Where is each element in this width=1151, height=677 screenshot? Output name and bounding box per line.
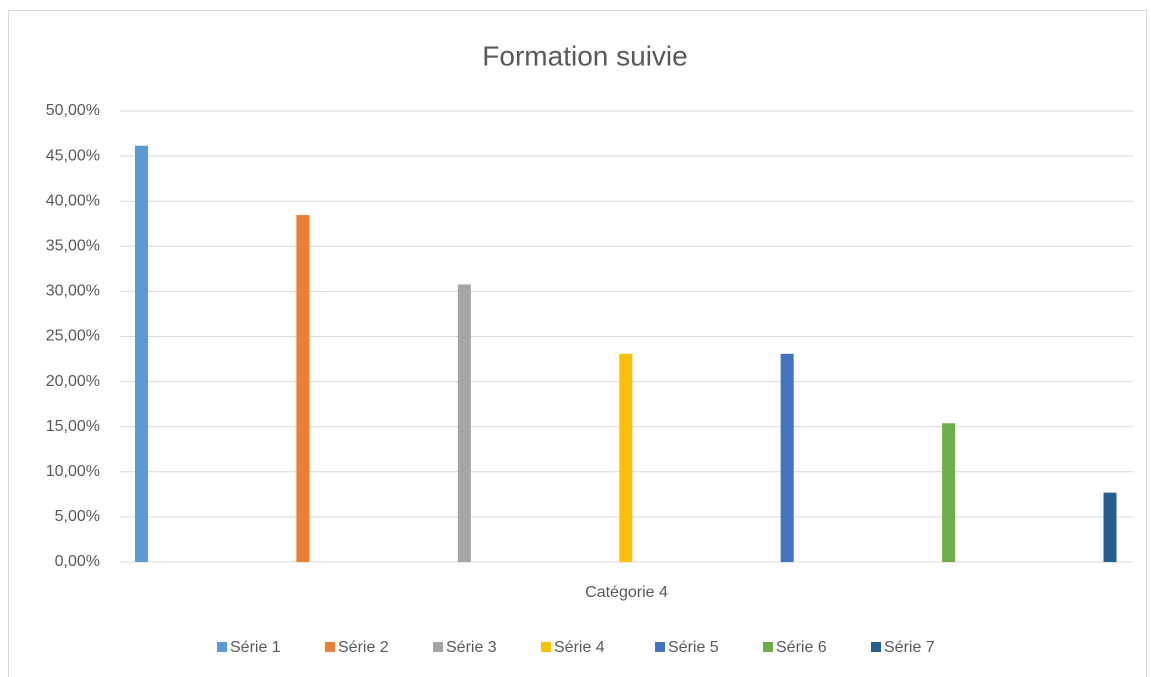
y-tick-label: 50,00% [46,102,100,119]
y-tick-label: 15,00% [46,418,100,435]
bar [619,353,633,562]
legend-swatch [541,642,551,652]
bar [457,284,471,562]
bar [1103,492,1117,562]
legend-swatch [655,642,665,652]
legend-swatch [217,642,227,652]
legend-label: Série 2 [338,639,389,656]
chart-border [8,10,1147,677]
legend-swatch [433,642,443,652]
y-tick-label: 20,00% [46,373,100,390]
x-tick-label: Catégorie 4 [585,584,668,601]
legend-swatch [325,642,335,652]
legend-label: Série 3 [446,639,497,656]
legend-label: Série 6 [776,639,827,656]
legend-label: Série 1 [230,639,281,656]
bar [296,215,310,562]
y-tick-label: 0,00% [55,553,100,570]
y-tick-label: 40,00% [46,192,100,209]
legend-label: Série 4 [554,639,605,656]
bar [135,145,148,563]
legend-label: Série 7 [884,639,935,656]
bar [780,353,794,562]
legend-swatch [763,642,773,652]
y-tick-label: 10,00% [46,463,100,480]
y-tick-label: 30,00% [46,283,100,300]
y-tick-label: 5,00% [55,508,100,525]
legend-swatch [871,642,881,652]
chart-title: Formation suivie [482,40,687,71]
y-tick-label: 25,00% [46,328,100,345]
bar [942,423,956,562]
legend-label: Série 5 [668,639,719,656]
y-tick-label: 45,00% [46,147,100,164]
y-tick-label: 35,00% [46,238,100,255]
